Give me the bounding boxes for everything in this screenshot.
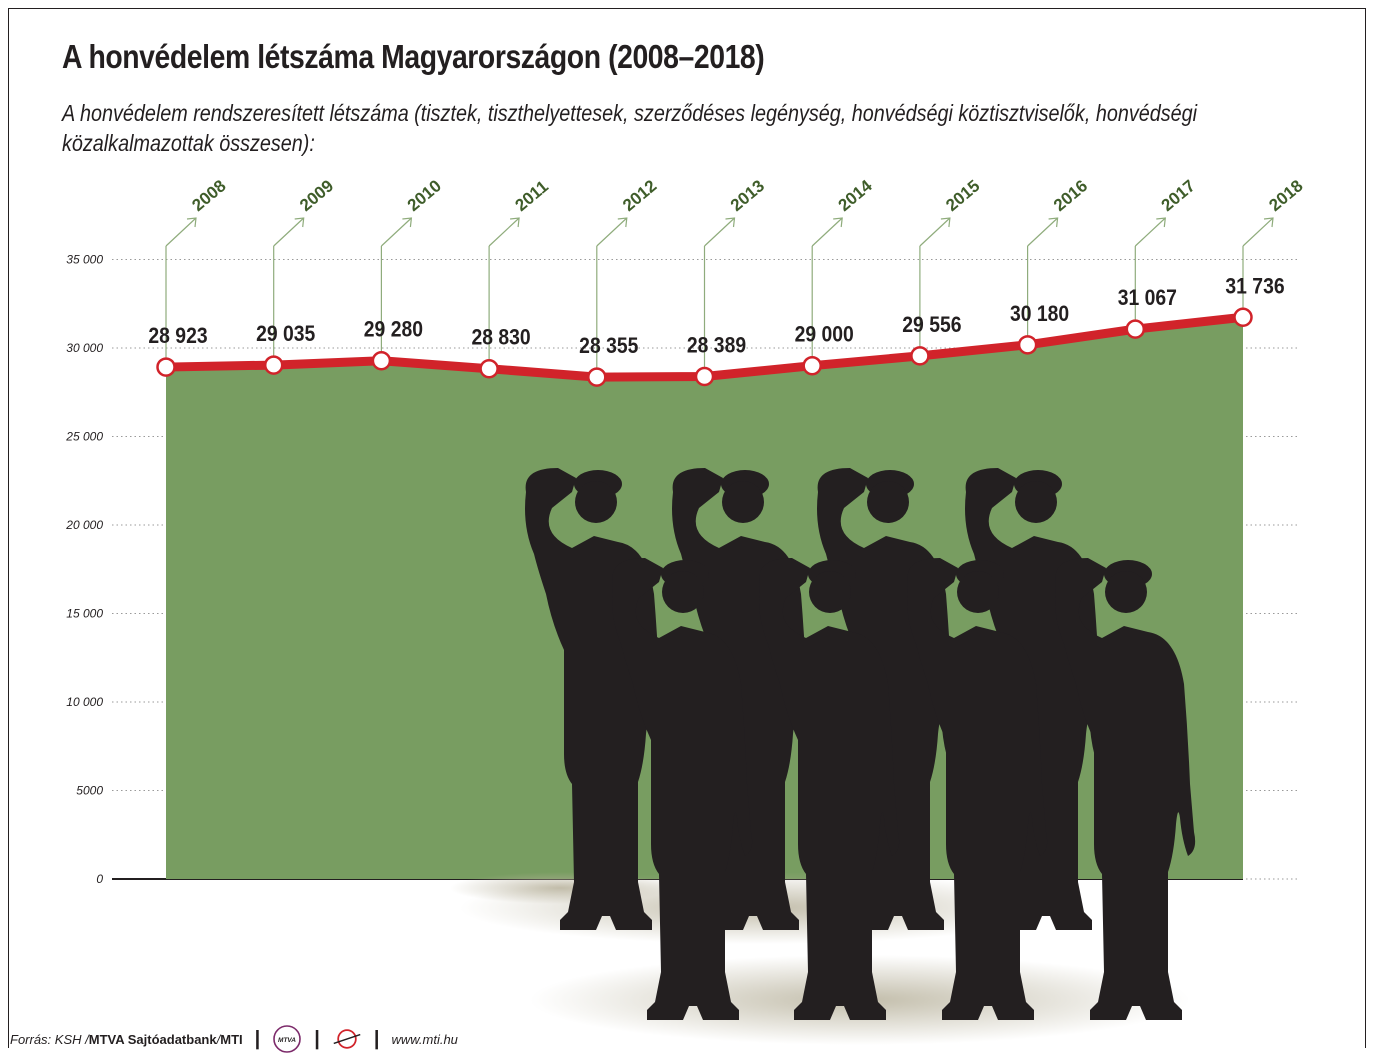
footer-separator: |	[254, 1027, 261, 1050]
year-arrow-diagonal	[919, 217, 951, 247]
data-value-label: 28 830	[471, 326, 530, 350]
y-axis-tick-labels: 0 5000 10 000 15 000 20 000 25 000 30 000 35 00…	[65, 253, 103, 887]
year-arrow-diagonal	[273, 217, 305, 247]
source-mtva: MTVA Sajtóadatbank	[88, 1031, 217, 1047]
y-tick-label: 15 000	[66, 607, 103, 621]
year-arrow-head	[1156, 217, 1166, 228]
y-tick-label: 25 000	[65, 430, 103, 444]
data-point	[1233, 307, 1253, 328]
data-point	[479, 358, 499, 379]
data-value-label: 29 000	[795, 323, 854, 347]
x-year-label: 2016	[1050, 176, 1091, 215]
x-year-label: 2013	[727, 176, 768, 215]
data-point	[587, 367, 607, 387]
x-year-label: 2010	[404, 176, 445, 215]
x-year-label: 2014	[835, 176, 877, 215]
year-arrow-head	[294, 217, 305, 228]
x-year-label: 2012	[619, 176, 660, 215]
y-tick-label: 0	[96, 872, 103, 886]
year-arrow-head	[617, 217, 628, 228]
y-tick-label: 10 000	[66, 695, 103, 709]
year-arrow-diagonal	[165, 217, 197, 247]
year-arrow-head	[833, 217, 843, 228]
data-value-label: 29 280	[364, 318, 423, 342]
year-arrow-head	[510, 217, 520, 228]
svg-text:MTVA: MTVA	[278, 1037, 296, 1044]
y-tick-label: 20 000	[65, 518, 103, 532]
x-axis-year-labels: 2008 2009 2010 2011 2012 2013 2014 2015 2016 2017…	[188, 176, 1306, 215]
data-value-labels: 28 923 29 035 29 280 28 830 28 355 28 389 29 0…	[148, 274, 1284, 358]
year-arrow-diagonal	[704, 217, 735, 247]
mti-logo-icon	[333, 1029, 361, 1049]
y-tick-label: 30 000	[66, 341, 103, 355]
chart-title: A honvédelem létszáma Magyarországon (20…	[62, 38, 765, 75]
x-year-label: 2018	[1265, 176, 1306, 215]
y-tick-label: 35 000	[66, 253, 103, 267]
year-arrow-head	[1263, 217, 1274, 228]
data-value-label: 28 923	[148, 324, 207, 348]
year-arrow-head	[186, 217, 197, 228]
source-slash: /	[216, 1031, 221, 1047]
year-arrow-head	[725, 217, 736, 228]
data-point	[1017, 335, 1038, 355]
data-point	[1125, 319, 1146, 339]
year-arrow-diagonal	[488, 217, 520, 247]
x-year-label: 2008	[188, 176, 229, 215]
chart-subtitle: A honvédelem rendszeresített létszáma (t…	[62, 100, 1197, 156]
data-value-label: 31 067	[1118, 286, 1177, 310]
data-value-label: 29 556	[902, 313, 961, 337]
source-label: Forrás: KSH /	[10, 1031, 89, 1047]
x-year-label: 2015	[942, 176, 983, 215]
data-point	[371, 350, 392, 371]
data-value-label: 28 355	[579, 334, 638, 358]
footer: Forrás: KSH / MTVA Sajtóadatbank / MTI |…	[10, 1024, 458, 1054]
data-value-label: 29 035	[256, 322, 315, 346]
x-year-label: 2017	[1158, 176, 1199, 215]
year-arrow-head	[402, 217, 413, 228]
data-points	[156, 307, 1253, 387]
footer-separator: |	[314, 1027, 320, 1050]
footer-separator: |	[373, 1027, 380, 1050]
data-value-label: 28 389	[687, 333, 746, 357]
year-arrow-diagonal	[380, 217, 412, 247]
data-value-label: 30 180	[1010, 302, 1069, 326]
year-arrow-diagonal	[1134, 217, 1166, 247]
source-mti: MTI	[220, 1031, 243, 1047]
data-value-label: 31 736	[1225, 274, 1284, 298]
x-year-label: 2011	[511, 177, 551, 215]
data-point	[910, 346, 930, 366]
year-arrow-diagonal	[811, 217, 843, 247]
data-point	[156, 357, 176, 377]
data-point	[802, 355, 822, 376]
chart-frame	[8, 8, 1366, 1048]
data-point	[263, 355, 284, 375]
x-year-label: 2009	[296, 176, 337, 215]
year-arrow-diagonal	[1027, 217, 1059, 247]
saluting-soldiers-illustration	[450, 468, 1196, 1045]
mtva-logo-icon: MTVA	[273, 1025, 302, 1053]
year-arrow-diagonal	[1242, 217, 1274, 247]
y-tick-label: 5000	[76, 784, 103, 798]
year-arrow-head	[940, 217, 951, 228]
year-arrow-head	[1048, 217, 1059, 228]
website-label: www.mti.hu	[391, 1031, 458, 1047]
year-arrows	[165, 217, 1274, 378]
data-point	[694, 366, 715, 387]
year-arrow-diagonal	[596, 217, 628, 247]
